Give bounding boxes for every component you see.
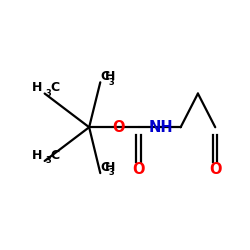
Text: O: O xyxy=(112,120,125,135)
Text: H: H xyxy=(104,70,115,83)
Text: O: O xyxy=(132,162,145,178)
Text: C: C xyxy=(50,149,59,162)
Text: 3: 3 xyxy=(108,168,114,177)
Text: 3: 3 xyxy=(46,89,52,98)
Text: C: C xyxy=(50,81,59,94)
Text: H: H xyxy=(32,81,42,94)
Text: H: H xyxy=(32,149,42,162)
Text: H: H xyxy=(104,161,115,174)
Text: O: O xyxy=(209,162,222,178)
Text: 3: 3 xyxy=(46,156,52,165)
Text: C: C xyxy=(100,70,110,83)
Text: NH: NH xyxy=(148,120,173,135)
Text: 3: 3 xyxy=(108,78,114,86)
Text: C: C xyxy=(100,161,110,174)
